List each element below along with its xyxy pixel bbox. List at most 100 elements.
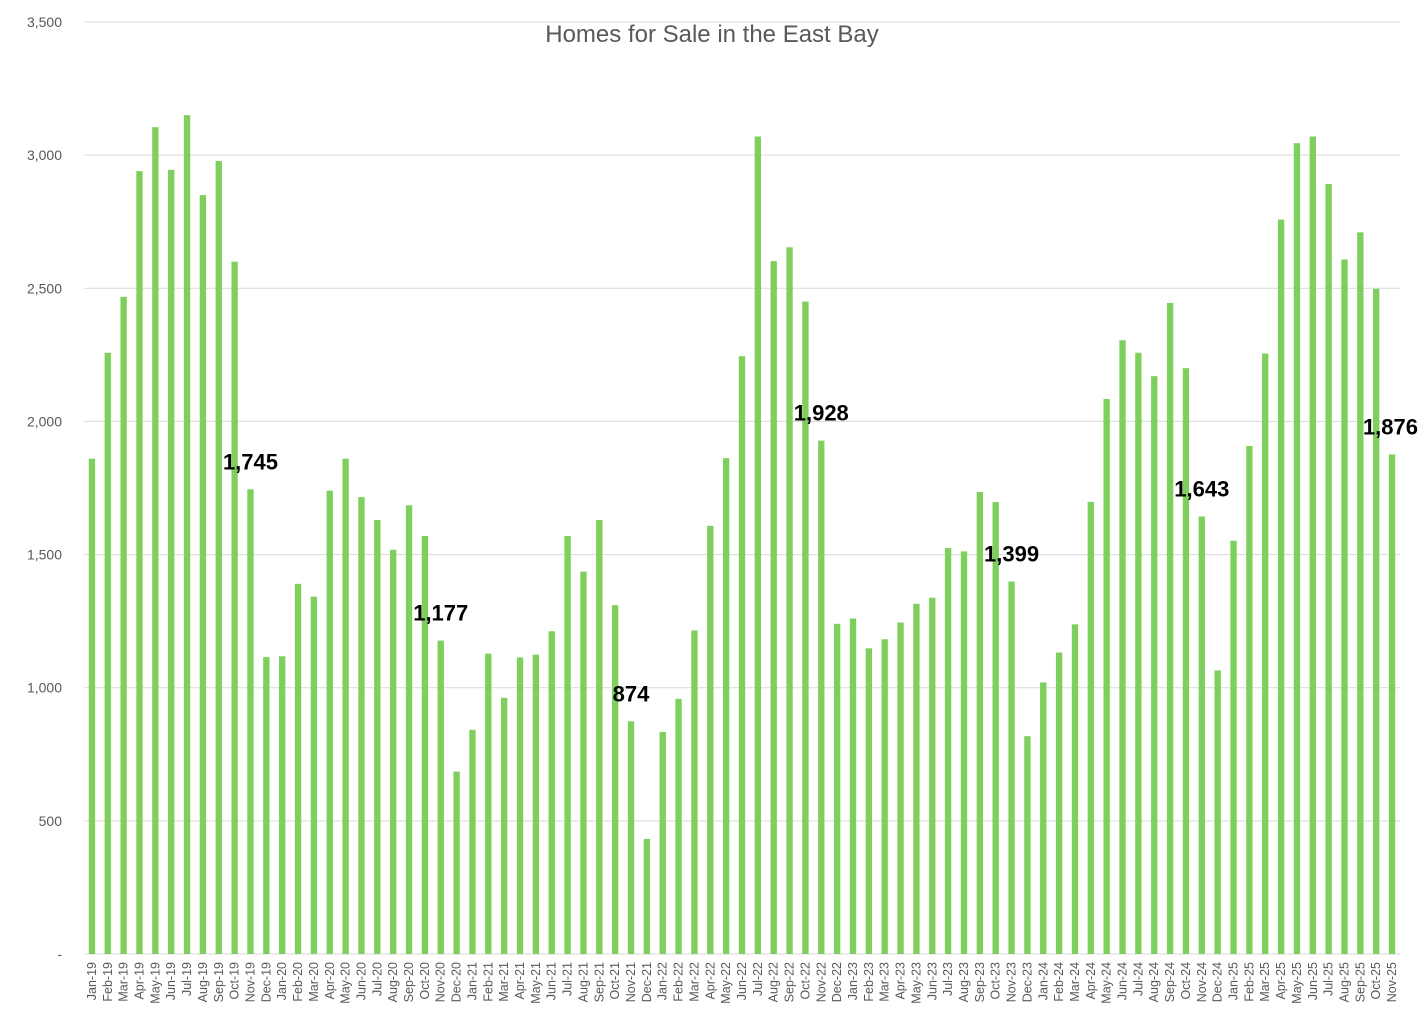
data-label: 1,876 bbox=[1363, 414, 1418, 439]
bar bbox=[960, 551, 968, 954]
bar bbox=[865, 648, 873, 954]
bar bbox=[390, 549, 397, 954]
chart-title: Homes for Sale in the East Bay bbox=[545, 21, 879, 48]
x-tick-label: Jan-20 bbox=[275, 962, 289, 1000]
y-tick-label: 1,000 bbox=[27, 680, 62, 696]
x-tick-label: Aug-21 bbox=[576, 962, 590, 1002]
x-axis: Jan-19 Feb-19 Mar-19 Apr-19 May-19 Jun-19 Jul-… bbox=[85, 962, 1399, 1004]
x-tick-label: Dec-22 bbox=[830, 962, 844, 1002]
bar bbox=[1373, 288, 1380, 954]
bar bbox=[802, 301, 809, 955]
x-tick-label: Mar-19 bbox=[117, 962, 131, 1002]
x-tick-label: Jan-24 bbox=[1036, 962, 1050, 1000]
bar bbox=[453, 771, 460, 954]
x-tick-label: Feb-20 bbox=[291, 962, 305, 1002]
bar bbox=[770, 261, 777, 954]
bar bbox=[263, 657, 270, 954]
bar bbox=[1230, 540, 1237, 954]
x-tick-label: Aug-24 bbox=[1147, 962, 1161, 1002]
bar bbox=[485, 653, 492, 954]
x-tick-label: Oct-22 bbox=[798, 962, 812, 1000]
bar bbox=[1103, 399, 1110, 955]
x-tick-label: Dec-24 bbox=[1211, 962, 1225, 1002]
x-tick-label: Aug-20 bbox=[386, 962, 400, 1002]
x-tick-label: Oct-25 bbox=[1369, 962, 1383, 1000]
x-tick-label: Jul-21 bbox=[561, 962, 575, 996]
x-tick-label: Apr-25 bbox=[1274, 962, 1288, 1000]
x-tick-label: Nov-24 bbox=[1195, 962, 1209, 1002]
x-tick-label: Aug-25 bbox=[1338, 962, 1352, 1002]
bar bbox=[881, 639, 888, 954]
bar bbox=[183, 115, 191, 954]
bar bbox=[1246, 445, 1253, 954]
x-tick-label: Sep-22 bbox=[783, 962, 797, 1002]
data-label: 1,745 bbox=[223, 449, 278, 474]
bar bbox=[310, 596, 318, 954]
bar bbox=[992, 502, 999, 954]
x-tick-label: Sep-23 bbox=[973, 962, 987, 1002]
x-tick-label: May-20 bbox=[339, 962, 353, 1004]
x-tick-label: Jan-19 bbox=[85, 962, 99, 1000]
data-label: 874 bbox=[613, 681, 650, 706]
bar bbox=[421, 535, 429, 954]
bar bbox=[675, 698, 682, 954]
x-tick-label: May-19 bbox=[148, 962, 162, 1004]
y-tick-label: - bbox=[57, 946, 62, 962]
bar bbox=[1135, 352, 1142, 954]
bar bbox=[1325, 183, 1332, 954]
y-tick-label: 3,000 bbox=[27, 147, 62, 163]
x-tick-label: Mar-22 bbox=[687, 962, 701, 1002]
bar bbox=[564, 535, 571, 954]
x-tick-label: Jul-25 bbox=[1322, 962, 1336, 996]
bar bbox=[833, 623, 841, 954]
y-axis: - 500 1,000 1,500 2,000 2,500 3,000 3,500 bbox=[27, 14, 62, 962]
x-tick-label: Dec-19 bbox=[259, 962, 273, 1002]
bar bbox=[691, 630, 698, 954]
bar bbox=[437, 640, 444, 954]
bar bbox=[136, 171, 143, 954]
bar bbox=[104, 352, 111, 954]
bar bbox=[500, 697, 508, 954]
x-tick-label: May-25 bbox=[1290, 962, 1304, 1004]
bar bbox=[1008, 581, 1015, 954]
x-tick-label: Jan-21 bbox=[465, 962, 479, 1000]
bar bbox=[707, 525, 714, 954]
x-tick-label: May-22 bbox=[719, 962, 733, 1004]
x-tick-label: Sep-25 bbox=[1353, 962, 1367, 1002]
x-tick-label: Nov-20 bbox=[434, 962, 448, 1002]
x-tick-label: Dec-23 bbox=[1020, 962, 1034, 1002]
x-tick-label: Nov-21 bbox=[624, 962, 638, 1002]
x-tick-label: Sep-19 bbox=[212, 962, 226, 1002]
bar bbox=[294, 583, 302, 954]
bar bbox=[1277, 219, 1285, 955]
x-tick-label: Apr-21 bbox=[513, 962, 527, 1000]
bar bbox=[358, 497, 365, 954]
data-label: 1,399 bbox=[984, 541, 1039, 566]
bar bbox=[88, 458, 96, 954]
x-tick-label: Mar-23 bbox=[878, 962, 892, 1002]
x-tick-label: Apr-19 bbox=[132, 962, 146, 1000]
bar bbox=[849, 618, 857, 954]
x-tick-label: Aug-23 bbox=[957, 962, 971, 1002]
x-tick-label: Feb-25 bbox=[1242, 962, 1256, 1002]
x-tick-label: Oct-24 bbox=[1179, 962, 1193, 1000]
y-tick-label: 2,000 bbox=[27, 413, 62, 429]
x-tick-label: Feb-21 bbox=[481, 962, 495, 1002]
x-tick-label: Jul-20 bbox=[370, 962, 384, 996]
bar bbox=[1119, 340, 1126, 954]
x-tick-label: Jun-21 bbox=[545, 962, 559, 1000]
x-tick-label: Apr-23 bbox=[894, 962, 908, 1000]
x-tick-label: Oct-21 bbox=[608, 962, 622, 1000]
data-label: 1,177 bbox=[413, 601, 468, 626]
x-tick-label: Jan-22 bbox=[656, 962, 670, 1000]
bar bbox=[627, 721, 635, 954]
bar bbox=[1151, 376, 1158, 954]
bar bbox=[120, 296, 127, 954]
x-tick-label: Mar-24 bbox=[1068, 962, 1082, 1002]
bar bbox=[326, 490, 333, 954]
bar bbox=[1262, 353, 1269, 954]
bar bbox=[1214, 670, 1221, 954]
bar bbox=[279, 656, 286, 954]
x-tick-label: May-21 bbox=[529, 962, 543, 1004]
